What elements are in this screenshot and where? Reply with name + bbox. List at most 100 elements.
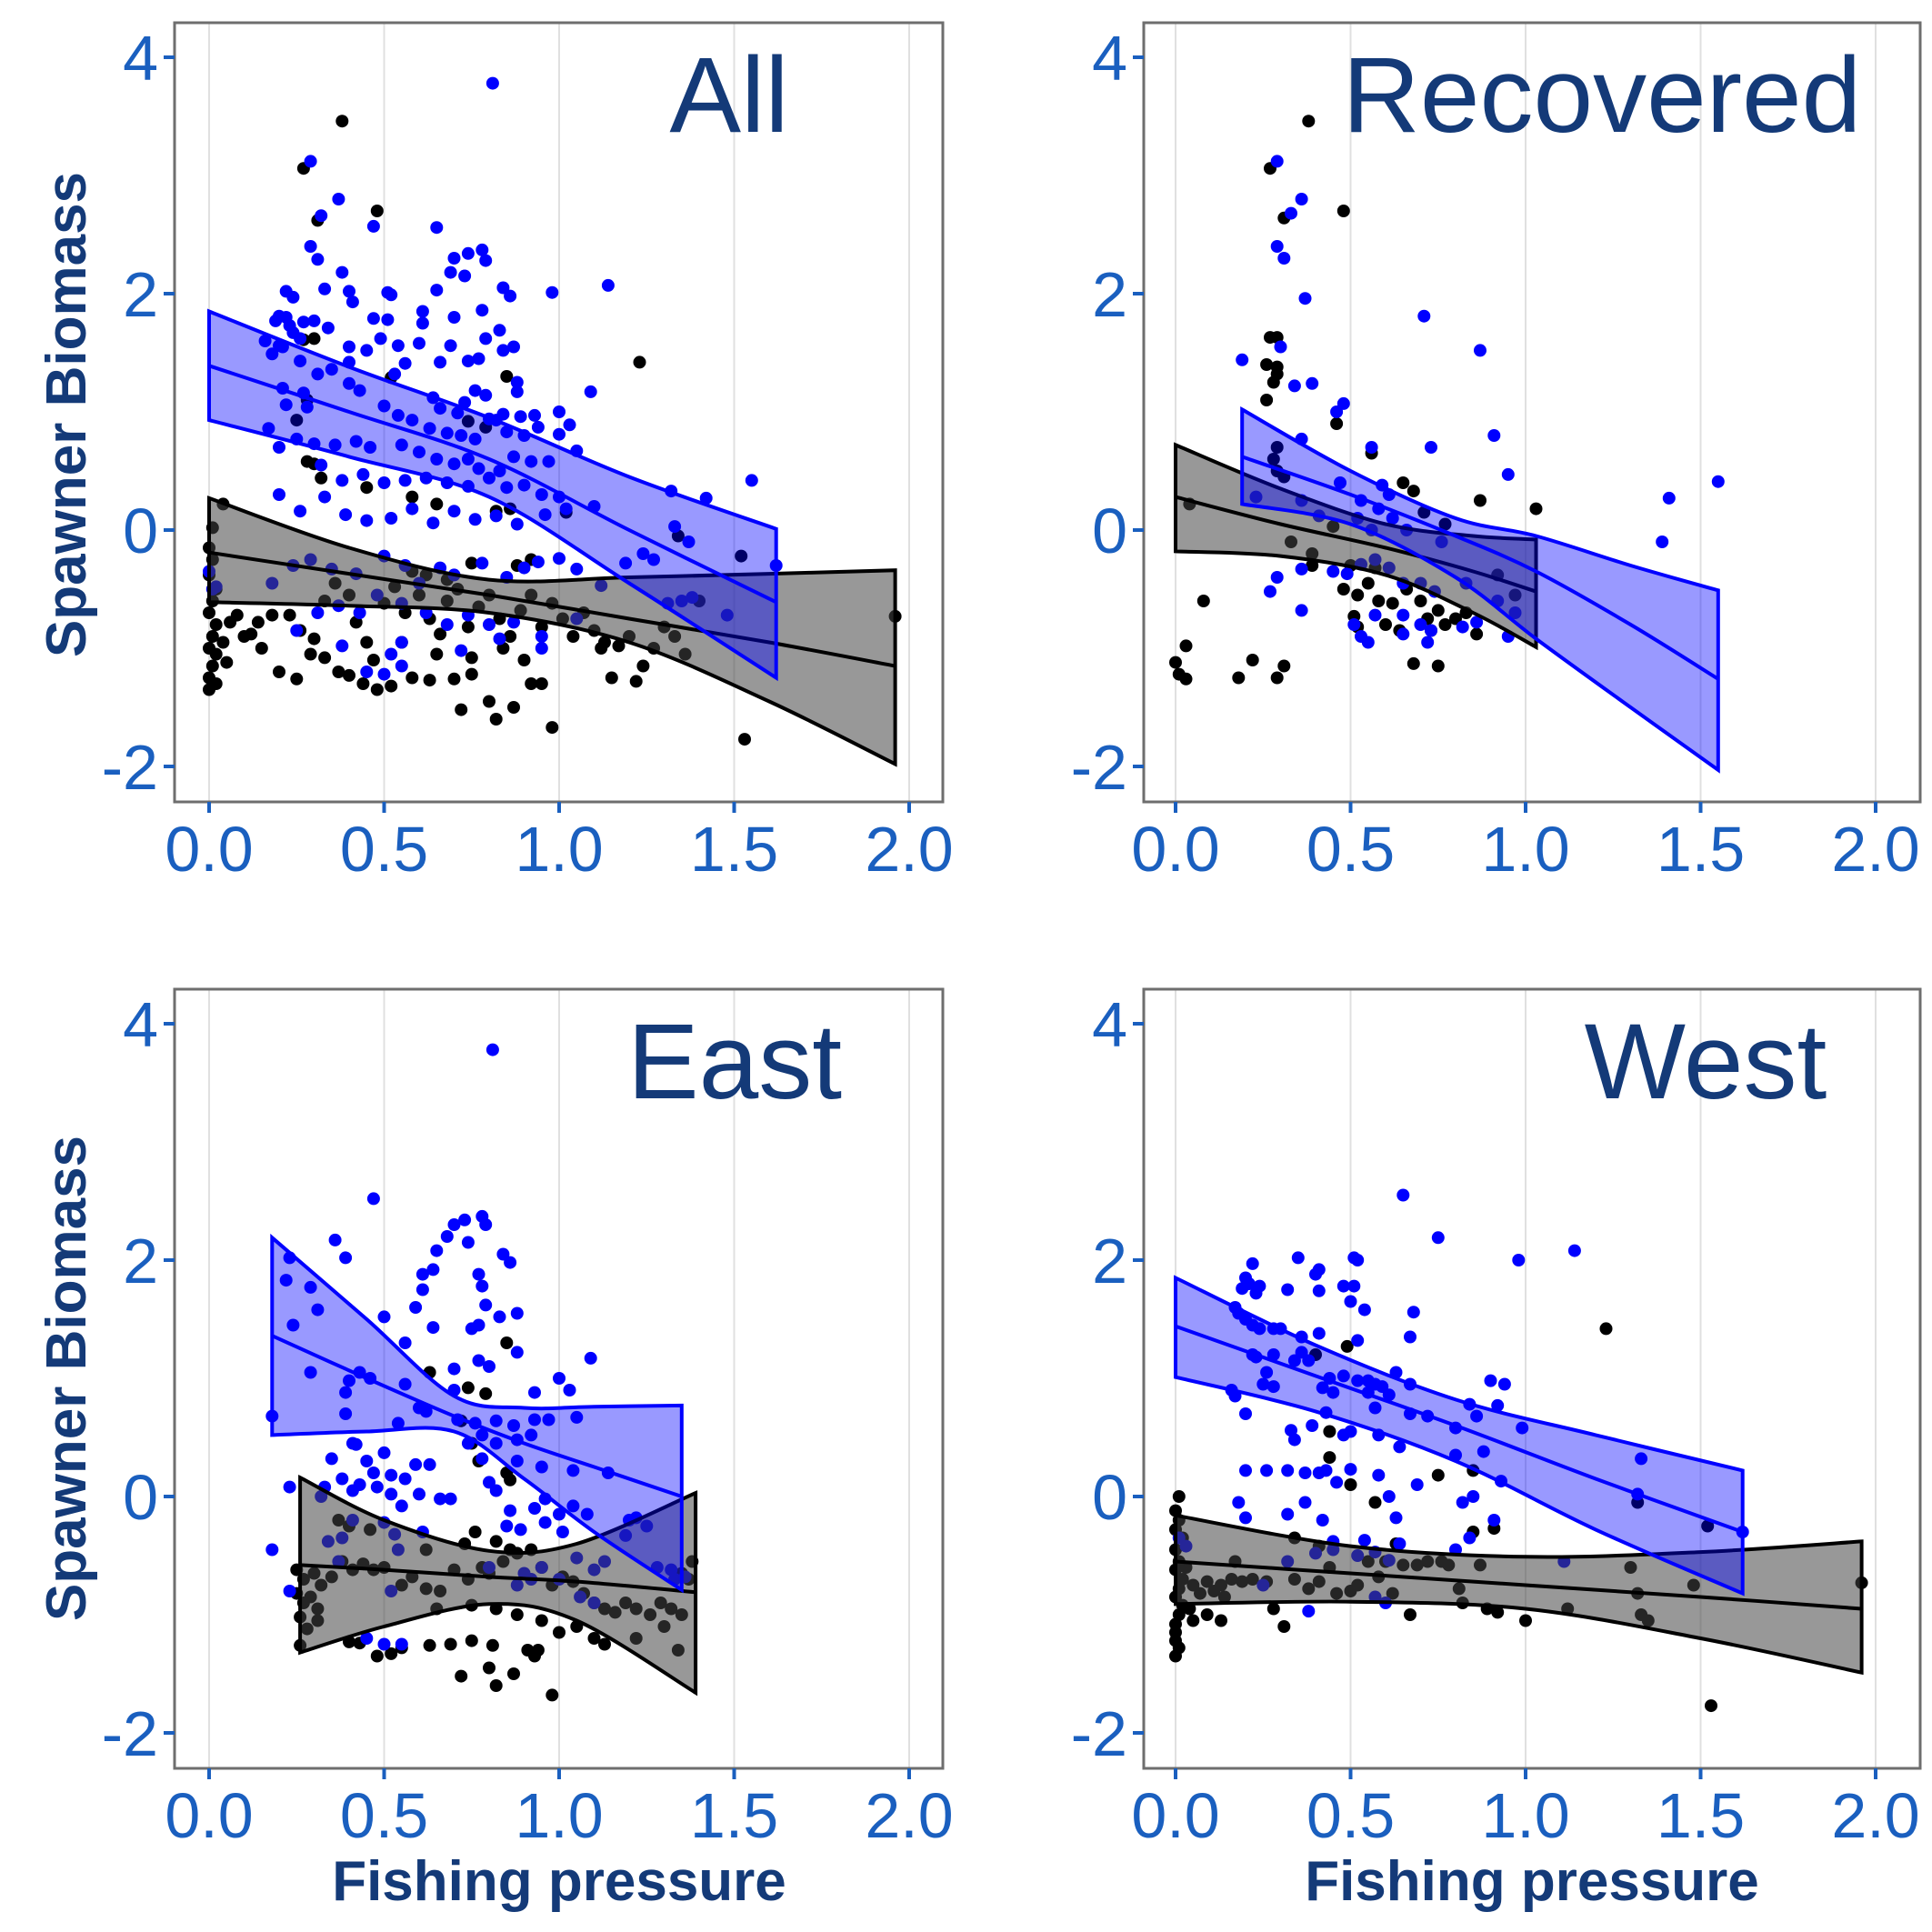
data-point-blue (283, 1585, 296, 1597)
data-point-blue (553, 552, 566, 566)
data-point-blue (566, 1464, 580, 1477)
data-point-blue (542, 455, 556, 468)
data-point-blue (335, 474, 349, 487)
x-tick-label: 0.0 (165, 814, 253, 885)
data-point-black (479, 1386, 493, 1400)
data-point-blue (1295, 193, 1308, 205)
data-point-blue (273, 441, 285, 454)
y-tick-label: -2 (102, 732, 158, 803)
data-point-black (598, 1637, 611, 1651)
data-point-blue (1291, 1251, 1305, 1265)
data-point-black (489, 713, 503, 726)
data-point-black (1438, 618, 1452, 631)
data-point-blue (500, 481, 514, 495)
data-point-black (465, 1634, 478, 1647)
confidence-band-black (207, 496, 897, 767)
data-point-blue (328, 1233, 342, 1246)
data-point-black (290, 672, 304, 686)
y-tick-label: 0 (1092, 1462, 1127, 1533)
data-point-blue (483, 471, 496, 485)
data-point-black (360, 481, 374, 495)
data-point-black (1270, 671, 1284, 685)
data-point-blue (489, 1414, 503, 1427)
data-point-blue (311, 606, 325, 619)
data-point-blue (1404, 1330, 1416, 1344)
data-point-blue (343, 376, 355, 390)
data-point-blue (682, 536, 696, 548)
data-point-black (605, 671, 618, 685)
data-point-blue (1635, 1452, 1648, 1466)
data-point-blue (566, 1499, 580, 1513)
data-point-black (335, 115, 349, 128)
data-point-blue (1239, 1407, 1252, 1420)
data-point-blue (1417, 309, 1431, 323)
data-point-blue (1344, 1425, 1357, 1438)
data-point-blue (1287, 1433, 1301, 1446)
confidence-band-blue (207, 308, 778, 682)
data-point-black (1179, 639, 1193, 653)
data-point-blue (455, 429, 468, 442)
series-blue-points (1172, 1188, 1749, 1618)
data-point-blue (300, 400, 314, 414)
data-point-blue (486, 1043, 499, 1056)
data-point-blue (517, 478, 531, 492)
data-point-blue (1336, 1279, 1350, 1293)
data-point-blue (1487, 429, 1501, 442)
data-point-blue (258, 335, 272, 347)
y-tick-label: -2 (1071, 732, 1127, 803)
data-point-blue (265, 347, 279, 361)
data-point-blue (1239, 1511, 1252, 1525)
data-point-blue (447, 457, 461, 471)
data-point-black (1406, 485, 1420, 498)
data-point-black (636, 659, 650, 673)
series-black-points (1169, 115, 1543, 686)
panel-title: All (669, 35, 788, 155)
data-point-blue (1270, 240, 1284, 253)
data-point-blue (1487, 1514, 1501, 1527)
data-point-black (1404, 1608, 1416, 1621)
data-point-black (304, 647, 317, 661)
data-point-blue (343, 1374, 355, 1387)
data-point-black (1323, 1425, 1336, 1438)
data-point-blue (353, 606, 366, 619)
data-point-blue (339, 1407, 353, 1420)
data-point-blue (286, 1318, 300, 1332)
data-point-blue (493, 465, 506, 477)
data-point-blue (415, 316, 429, 330)
y-tick-label: 4 (1092, 989, 1127, 1060)
data-point-blue (479, 1298, 493, 1312)
data-point-blue (472, 352, 486, 365)
data-point-black (209, 618, 223, 631)
data-point-blue (434, 402, 447, 415)
data-point-black (203, 683, 215, 696)
data-point-blue (377, 1310, 391, 1324)
data-point-blue (304, 1280, 317, 1294)
data-point-blue (1711, 475, 1725, 488)
data-point-blue (447, 252, 461, 265)
data-point-blue (1236, 353, 1249, 366)
x-tick-label: 0.0 (1131, 814, 1219, 885)
data-point-blue (1501, 467, 1515, 481)
data-point-blue (1260, 1366, 1274, 1379)
data-point-black (566, 630, 580, 643)
data-point-blue (395, 438, 408, 452)
y-tick-label: 0 (123, 496, 158, 566)
data-point-blue (507, 340, 520, 354)
data-point-blue (619, 556, 633, 570)
data-point-black (1414, 595, 1427, 607)
data-point-blue (1274, 340, 1287, 354)
data-point-blue (1298, 1496, 1312, 1509)
x-tick-label: 0.5 (1306, 1780, 1395, 1851)
data-point-black (423, 1638, 436, 1652)
data-point-black (430, 647, 444, 661)
data-point-blue (1246, 1256, 1259, 1270)
fit-line-blue (1241, 455, 1719, 681)
data-point-blue (447, 1218, 461, 1231)
data-point-blue (535, 1460, 548, 1474)
data-point-black (1186, 1614, 1200, 1627)
data-point-blue (1295, 1346, 1308, 1359)
data-point-blue (290, 624, 304, 637)
data-point-blue (430, 1244, 444, 1257)
data-point-blue (398, 474, 412, 487)
data-point-blue (1334, 476, 1346, 489)
